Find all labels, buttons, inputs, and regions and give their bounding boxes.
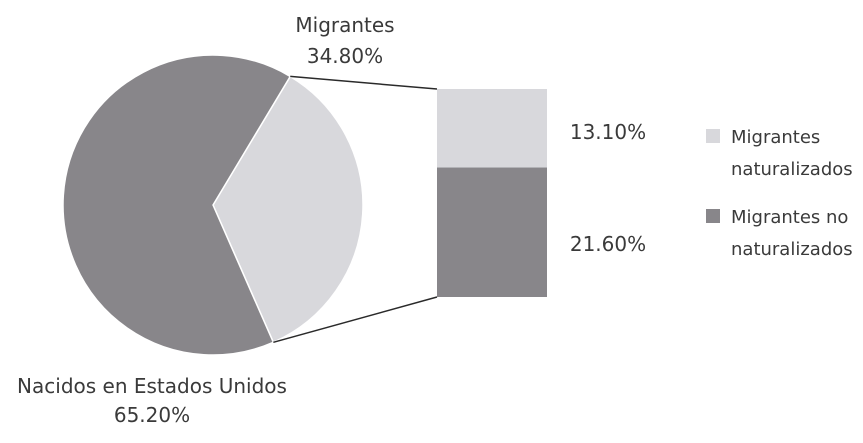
legend-label-naturalizados-line1: Migrantes [731,127,820,148]
slice-value-migrantes: 34.80% [307,44,383,68]
legend-label-no-naturalizados-line2: naturalizados [731,239,853,260]
pie [62,54,364,356]
legend-label-naturalizados-line2: naturalizados [731,159,853,180]
slice-label-migrantes: Migrantes [295,13,394,37]
legend-label-no-naturalizados-line1: Migrantes no [731,207,848,228]
bar-segment-naturalizados [437,89,547,168]
pie-slice-nacidos [62,54,292,356]
legend-swatch-no-naturalizados [706,209,720,223]
connector-line-bottom [273,296,438,344]
legend-swatch-naturalizados [706,129,720,143]
breakdown-bar [437,89,547,297]
legend: Migrantes naturalizados Migrantes no nat… [706,127,853,260]
bar-segment-no-naturalizados [437,167,547,297]
bar-value-naturalizados: 13.10% [570,120,646,144]
slice-value-nacidos: 65.20% [114,403,190,427]
slice-label-nacidos: Nacidos en Estados Unidos [17,374,287,398]
connector-line-top [290,75,438,90]
bar-value-no-naturalizados: 21.60% [570,232,646,256]
